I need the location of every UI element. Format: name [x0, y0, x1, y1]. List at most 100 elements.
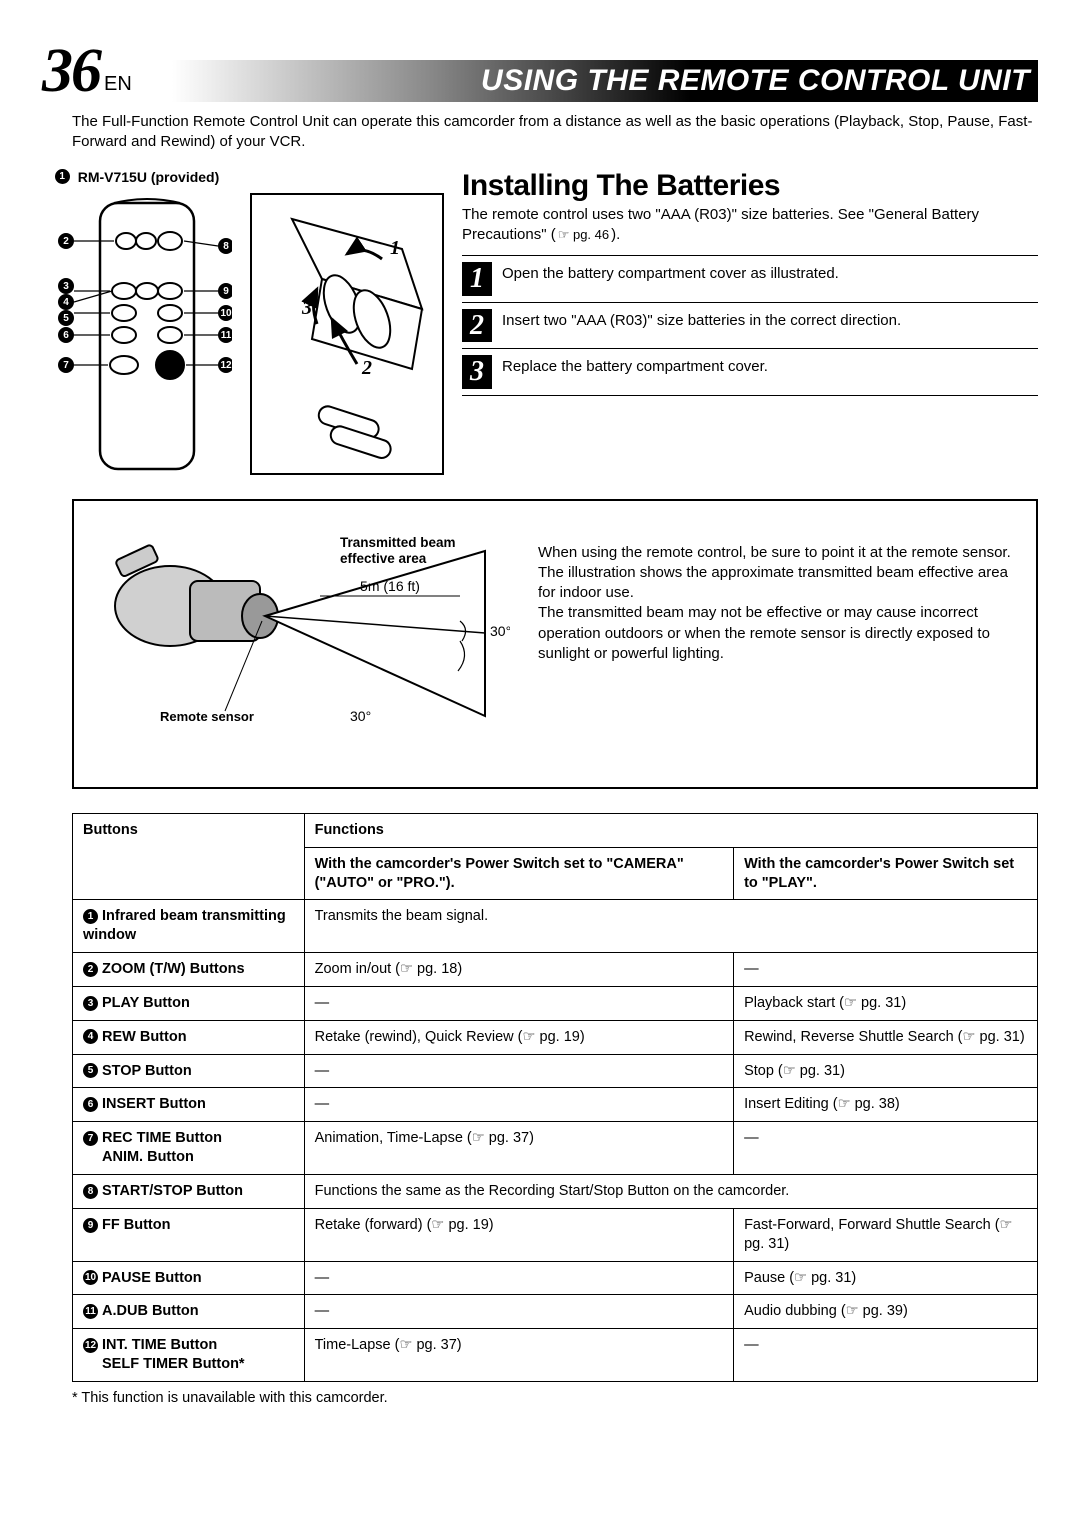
- camera-cell: —: [304, 1295, 733, 1329]
- beam-angle-top: 30°: [490, 623, 510, 639]
- install-steps: 1 Open the battery compartment cover as i…: [462, 255, 1038, 396]
- svg-text:5: 5: [63, 313, 69, 324]
- beam-para-1: When using the remote control, be sure t…: [538, 543, 1016, 604]
- svg-text:12: 12: [220, 360, 232, 371]
- button-cell: 8START/STOP Button: [73, 1175, 305, 1209]
- svg-text:9: 9: [223, 286, 229, 297]
- table-row: 12INT. TIME ButtonSELF TIMER Button*Time…: [73, 1329, 1038, 1382]
- beam-text: When using the remote control, be sure t…: [538, 521, 1016, 665]
- svg-text:8: 8: [223, 241, 229, 252]
- play-cell: Insert Editing (☞ pg. 38): [734, 1088, 1038, 1122]
- step-num: 2: [462, 309, 492, 343]
- remote-diagram-block: 1 RM-V715U (provided): [42, 169, 232, 481]
- th-play: With the camcorder's Power Switch set to…: [734, 847, 1038, 900]
- beam-box: 5m (16 ft) 30° 30° Remote sensor Transmi…: [72, 499, 1038, 789]
- button-cell: 2ZOOM (T/W) Buttons: [73, 953, 305, 987]
- step-row: 3 Replace the battery compartment cover.: [462, 349, 1038, 396]
- play-cell: Pause (☞ pg. 31): [734, 1261, 1038, 1295]
- functions-table: Buttons Functions With the camcorder's P…: [72, 813, 1038, 1382]
- battery-diagram-box: 1 2 3: [250, 193, 444, 475]
- table-row: 10PAUSE Button—Pause (☞ pg. 31): [73, 1261, 1038, 1295]
- play-cell: Stop (☞ pg. 31): [734, 1054, 1038, 1088]
- callout-1: 1: [55, 169, 70, 184]
- camera-cell: —: [304, 1054, 733, 1088]
- step-num: 1: [462, 262, 492, 296]
- play-cell: —: [734, 1329, 1038, 1382]
- page-title: USING THE REMOTE CONTROL UNIT: [172, 60, 1038, 102]
- svg-text:7: 7: [63, 360, 69, 371]
- button-cell: 5STOP Button: [73, 1054, 305, 1088]
- camera-cell: Time-Lapse (☞ pg. 37): [304, 1329, 733, 1382]
- svg-text:4: 4: [63, 297, 69, 308]
- beam-title-label: Transmitted beam effective area: [340, 535, 500, 567]
- remote-model-label: RM-V715U (provided): [78, 169, 220, 185]
- step-text: Replace the battery compartment cover.: [502, 355, 768, 377]
- svg-text:10: 10: [220, 308, 232, 319]
- function-cell: Transmits the beam signal.: [304, 900, 1037, 953]
- button-cell: 4REW Button: [73, 1020, 305, 1054]
- button-cell: 1Infrared beam transmitting window: [73, 900, 305, 953]
- page-lang: EN: [104, 73, 132, 96]
- th-buttons: Buttons: [73, 813, 305, 900]
- play-cell: Playback start (☞ pg. 31): [734, 986, 1038, 1020]
- upper-section: 1 RM-V715U (provided): [42, 169, 1038, 481]
- beam-angle-bot: 30°: [350, 708, 371, 724]
- table-row: 1Infrared beam transmitting windowTransm…: [73, 900, 1038, 953]
- play-cell: Audio dubbing (☞ pg. 39): [734, 1295, 1038, 1329]
- play-cell: —: [734, 1122, 1038, 1175]
- function-cell: Functions the same as the Recording Star…: [304, 1175, 1037, 1209]
- table-row: 3PLAY Button—Playback start (☞ pg. 31): [73, 986, 1038, 1020]
- beam-para-2: The transmitted beam may not be effectiv…: [538, 603, 1016, 664]
- battery-step-1: 1: [390, 237, 400, 259]
- play-cell: Rewind, Reverse Shuttle Search (☞ pg. 31…: [734, 1020, 1038, 1054]
- step-num: 3: [462, 355, 492, 389]
- battery-step-2: 2: [361, 357, 372, 379]
- install-column: Installing The Batteries The remote cont…: [462, 169, 1038, 481]
- button-cell: 3PLAY Button: [73, 986, 305, 1020]
- button-cell: 11A.DUB Button: [73, 1295, 305, 1329]
- table-row: 4REW ButtonRetake (rewind), Quick Review…: [73, 1020, 1038, 1054]
- install-desc: The remote control uses two "AAA (R03)" …: [462, 205, 1038, 246]
- svg-text:2: 2: [63, 236, 69, 247]
- install-heading: Installing The Batteries: [462, 169, 1038, 203]
- button-cell: 12INT. TIME ButtonSELF TIMER Button*: [73, 1329, 305, 1382]
- camera-cell: —: [304, 1088, 733, 1122]
- th-functions: Functions: [304, 813, 1037, 847]
- step-text: Open the battery compartment cover as il…: [502, 262, 839, 284]
- beam-dist-label: 5m (16 ft): [360, 578, 420, 594]
- button-cell: 7REC TIME ButtonANIM. Button: [73, 1122, 305, 1175]
- svg-text:3: 3: [63, 281, 69, 292]
- svg-text:11: 11: [221, 330, 232, 341]
- play-cell: —: [734, 953, 1038, 987]
- th-camera: With the camcorder's Power Switch set to…: [304, 847, 733, 900]
- page-number: 36: [42, 40, 100, 102]
- button-cell: 10PAUSE Button: [73, 1261, 305, 1295]
- table-row: 8START/STOP ButtonFunctions the same as …: [73, 1175, 1038, 1209]
- camera-cell: Zoom in/out (☞ pg. 18): [304, 953, 733, 987]
- camera-cell: —: [304, 1261, 733, 1295]
- ref-icon: ☞ pg. 46: [556, 226, 611, 244]
- battery-step-3: 3: [301, 297, 312, 319]
- table-row: 6INSERT Button—Insert Editing (☞ pg. 38): [73, 1088, 1038, 1122]
- step-row: 1 Open the battery compartment cover as i…: [462, 256, 1038, 303]
- install-desc-pre: The remote control uses two "AAA (R03)" …: [462, 206, 979, 243]
- remote-svg: 2 3 4 5 6 7 8 9 10 11 12: [42, 191, 232, 481]
- svg-text:6: 6: [63, 330, 69, 341]
- page-header: 36 EN USING THE REMOTE CONTROL UNIT: [42, 40, 1038, 102]
- table-row: 5STOP Button—Stop (☞ pg. 31): [73, 1054, 1038, 1088]
- remote-sensor-label: Remote sensor: [160, 709, 254, 724]
- step-text: Insert two "AAA (R03)" size batteries in…: [502, 309, 901, 331]
- footnote: * This function is unavailable with this…: [72, 1390, 1038, 1406]
- install-desc-post: ).: [611, 226, 620, 243]
- step-row: 2 Insert two "AAA (R03)" size batteries i…: [462, 303, 1038, 350]
- play-cell: Fast-Forward, Forward Shuttle Search (☞ …: [734, 1208, 1038, 1261]
- intro-paragraph: The Full-Function Remote Control Unit ca…: [72, 112, 1038, 153]
- table-row: 2ZOOM (T/W) ButtonsZoom in/out (☞ pg. 18…: [73, 953, 1038, 987]
- camera-cell: —: [304, 986, 733, 1020]
- button-cell: 9FF Button: [73, 1208, 305, 1261]
- camera-cell: Animation, Time-Lapse (☞ pg. 37): [304, 1122, 733, 1175]
- camera-cell: Retake (forward) (☞ pg. 19): [304, 1208, 733, 1261]
- table-row: 7REC TIME ButtonANIM. ButtonAnimation, T…: [73, 1122, 1038, 1175]
- table-row: 9FF ButtonRetake (forward) (☞ pg. 19)Fas…: [73, 1208, 1038, 1261]
- camera-cell: Retake (rewind), Quick Review (☞ pg. 19): [304, 1020, 733, 1054]
